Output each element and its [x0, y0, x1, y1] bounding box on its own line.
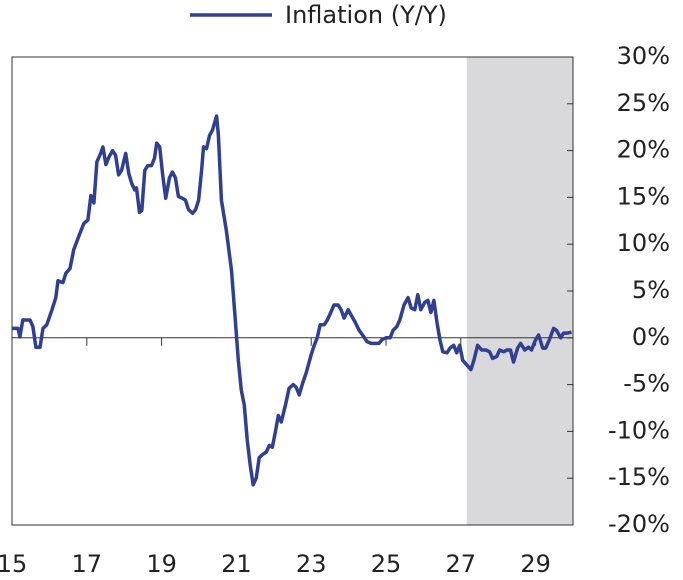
- data-line: [12, 114, 572, 487]
- y-tick-label: 0%: [632, 323, 670, 351]
- y-tick-label: 10%: [617, 229, 670, 257]
- y-tick-label: 5%: [632, 276, 670, 304]
- y-tick-label: 20%: [617, 136, 670, 164]
- x-tick-label: 21: [221, 550, 252, 578]
- x-tick-label: 29: [520, 550, 551, 578]
- y-tick-label: -5%: [623, 370, 670, 398]
- x-tick-label: 25: [371, 550, 402, 578]
- x-tick-label: 19: [146, 550, 177, 578]
- x-tick-label: 17: [72, 550, 103, 578]
- y-tick-label: -15%: [608, 463, 670, 491]
- x-tick-label: 23: [296, 550, 327, 578]
- y-tick-label: 30%: [617, 42, 670, 70]
- y-tick-label: -10%: [608, 416, 670, 444]
- x-tick-label: 15: [0, 550, 27, 578]
- legend-label: Inflation (Y/Y): [285, 1, 447, 29]
- forecast-shade: [466, 57, 573, 525]
- y-tick-label: -20%: [608, 510, 670, 538]
- x-tick-label: 27: [446, 550, 477, 578]
- y-tick-label: 25%: [617, 89, 670, 117]
- y-tick-label: 15%: [617, 182, 670, 210]
